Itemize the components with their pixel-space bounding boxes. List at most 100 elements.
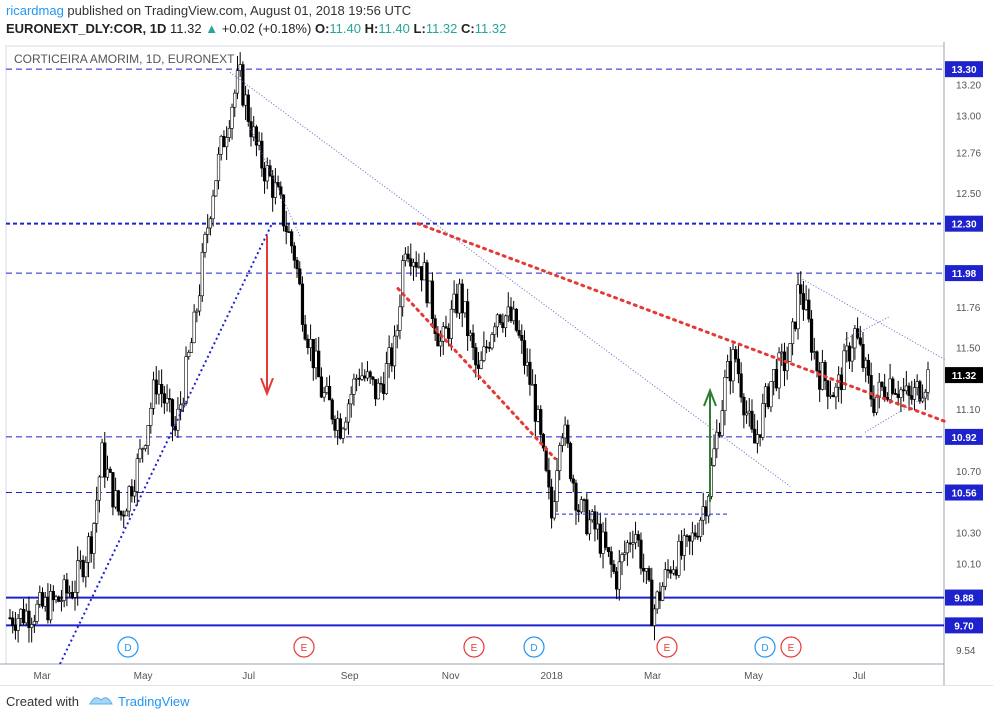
event-marker-label: D (530, 643, 537, 654)
candle-body (815, 351, 819, 372)
y-tick-label: 11.50 (956, 343, 981, 354)
y-tick-label: 10.10 (956, 560, 981, 571)
candle-body (38, 592, 42, 605)
chart-area[interactable]: 13.20 13.00 12.76 12.50 12.30 11.98 11.76 11.50… (0, 42, 993, 685)
price-tag (945, 265, 983, 282)
candle-body (357, 377, 361, 380)
price-tag-label: 12.30 (951, 220, 976, 231)
candle-body (910, 395, 914, 400)
candle-body (257, 140, 261, 146)
candle-body (200, 252, 204, 297)
candle-body (842, 350, 846, 391)
candle-body (674, 569, 678, 576)
candle-body (902, 389, 906, 392)
candle-body (149, 408, 153, 426)
candle-body (568, 443, 573, 480)
candle-body (187, 352, 191, 357)
candle-body (327, 385, 332, 401)
candle-body (642, 568, 646, 572)
event-marker-label: D (124, 643, 131, 654)
price-chart[interactable]: 13.20 13.00 12.76 12.50 12.30 11.98 11.76 11.50… (0, 42, 993, 685)
tradingview-brand-link[interactable]: TradingView (118, 694, 190, 709)
candle-body (587, 519, 592, 535)
x-tick-label: Jul (853, 671, 866, 682)
red-arrow-head (260, 377, 274, 397)
candle-body (466, 301, 470, 337)
candle-body (319, 376, 324, 398)
candle-body (834, 386, 838, 398)
candle-body (281, 194, 286, 227)
candle-body (13, 625, 18, 631)
y-tick-label: 11.76 (956, 303, 981, 314)
candle-body (644, 568, 648, 572)
candle-body (625, 542, 630, 554)
candle-body (379, 382, 383, 385)
y-tick-label: 13.20 (956, 81, 981, 92)
candle-body (650, 579, 654, 626)
candle-body (132, 491, 137, 497)
candle-body (206, 227, 210, 235)
candle-body (243, 94, 248, 106)
candle-body (549, 486, 554, 519)
candle-body (558, 445, 562, 472)
price-tag (945, 215, 983, 232)
candle-body (203, 234, 207, 253)
candle-body (181, 403, 185, 406)
publish-text: published on TradingView.com, August 01,… (63, 3, 412, 18)
candle-body (317, 350, 321, 378)
candle-body (796, 284, 800, 330)
candle-body (547, 470, 551, 488)
candle-body (520, 335, 524, 341)
candle-body (219, 136, 223, 155)
close-value: 11.32 (474, 21, 507, 36)
candle-body (685, 535, 689, 538)
candle-body (116, 490, 120, 512)
author-link[interactable]: ricardmag (6, 3, 64, 18)
candle-body (287, 231, 291, 233)
candle-body (596, 523, 600, 530)
candle-body (612, 564, 616, 572)
price-tag-label: 13.30 (951, 65, 976, 76)
candle-body (303, 324, 307, 340)
candle-body (62, 579, 66, 601)
y-tick-label: 12.76 (956, 149, 981, 160)
candle-body (225, 137, 229, 148)
candle-body (577, 509, 581, 513)
candle-body (43, 597, 47, 607)
candle-body (763, 386, 768, 404)
price-tag (945, 589, 983, 606)
candle-body (598, 523, 602, 554)
candle-body (35, 603, 39, 622)
y-tick-label: 11.10 (956, 405, 981, 416)
candle-body (447, 328, 451, 339)
price-tag-label: 10.56 (951, 489, 976, 500)
candle-body (241, 64, 245, 106)
candle-body (712, 448, 716, 466)
candle-body (701, 506, 705, 521)
last-price: 11.32 (170, 21, 202, 36)
candle-body (138, 448, 142, 459)
candle-body (468, 332, 472, 337)
downtrend-line (229, 71, 791, 487)
candle-body (512, 308, 516, 322)
price-tag-label: 9.70 (954, 621, 974, 632)
candle-body (807, 299, 811, 320)
price-tag-label: 11.98 (952, 269, 977, 280)
candle-body (27, 610, 31, 628)
candle-body (669, 569, 673, 574)
candle-body (97, 476, 101, 501)
candle-body (734, 349, 738, 360)
candle-body (501, 322, 505, 329)
candle-body (111, 472, 115, 508)
candle-body (769, 381, 773, 408)
candle-body (162, 393, 166, 404)
event-marker-label: E (301, 643, 308, 654)
candle-body (633, 534, 638, 544)
candle-body (828, 394, 833, 397)
candle-body (273, 182, 277, 198)
chart-header: ricardmag published on TradingView.com, … (0, 0, 993, 42)
candle-body (65, 579, 69, 594)
candle-body (216, 153, 221, 182)
candle-body (541, 434, 546, 449)
candle-body (170, 399, 175, 427)
